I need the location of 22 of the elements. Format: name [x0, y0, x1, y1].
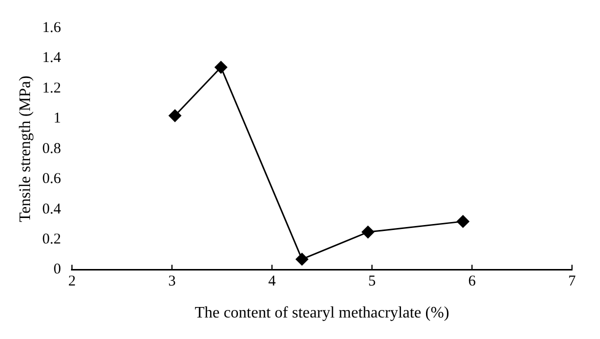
y-tick-label: 0.8: [42, 140, 61, 157]
y-tick-label: 0.4: [42, 201, 62, 218]
y-tick-label: 0.2: [42, 232, 61, 248]
y-tick-label: 0.6: [42, 171, 62, 188]
point: [456, 215, 470, 228]
y-tick-label: 0: [53, 262, 61, 278]
x-axis-title: The content of stearyl methacrylate (%): [194, 304, 450, 322]
x-tick-label: 2: [68, 274, 76, 290]
y-tick-label: 1: [53, 110, 61, 127]
x-tick-label: 4: [268, 274, 276, 290]
point: [168, 109, 182, 122]
y-tick-label: 1.4: [42, 50, 62, 66]
point: [362, 226, 374, 238]
point: [214, 61, 228, 74]
x-tick-label: 6: [468, 274, 476, 290]
y-tick-label: 1.2: [42, 80, 61, 96]
point: [296, 252, 308, 266]
x-tick-label: 5: [368, 274, 376, 290]
x-tick-label: 7: [568, 274, 576, 290]
y-axis-title: Tensile strength (MPa): [16, 76, 34, 222]
y-tick-label: 1.6: [42, 20, 62, 36]
x-tick-label: 3: [168, 274, 176, 290]
